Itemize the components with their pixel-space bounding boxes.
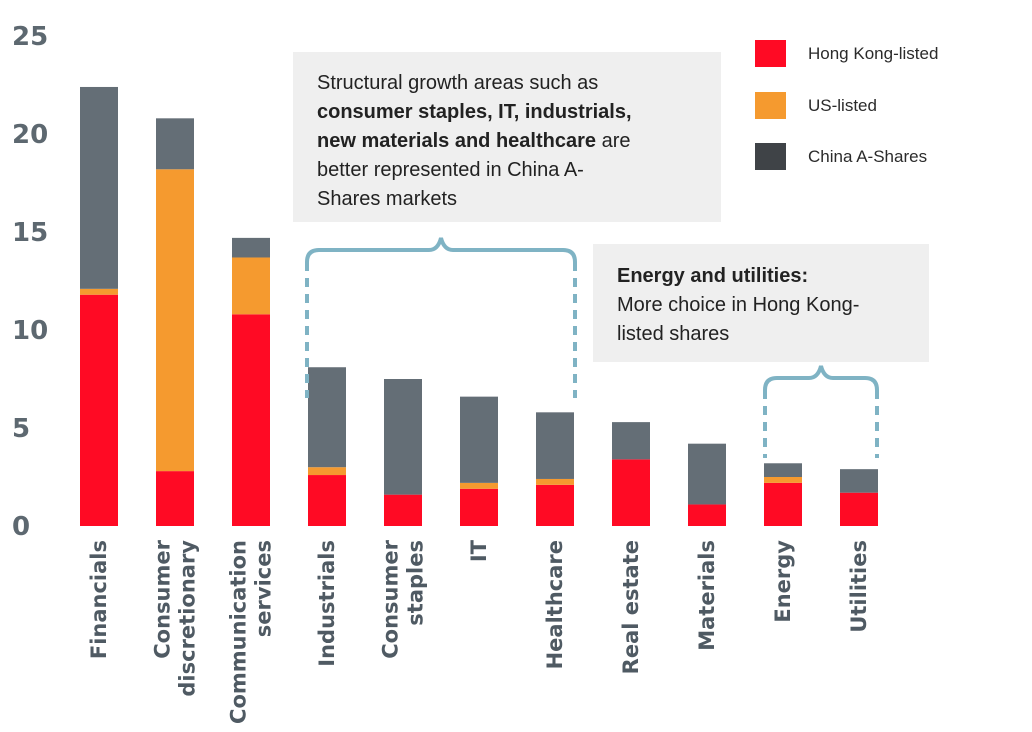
y-tick-label: 5 [12,414,30,444]
bar-segment [688,443,726,505]
bar-segment [688,504,726,526]
x-tick-label: Financials [87,540,111,659]
bar-segment [80,288,118,295]
bar-segment [232,314,270,526]
x-tick-label: staples [404,540,428,626]
x-tick-label: Healthcare [543,540,567,669]
callout-line: Structural growth areas such as [317,72,599,94]
callout-line: new materials and healthcare are [317,130,631,152]
x-axis: Financials Consumer discretionary Communica… [87,539,871,724]
callout-line: better represented in China A- [317,159,584,181]
bar-segment [536,412,574,479]
x-tick-label: Real estate [619,540,643,674]
x-tick-label: services [252,540,276,637]
brace-growth-areas [305,237,577,264]
bar-segment [308,467,346,476]
bar-segment [536,478,574,485]
x-tick-label: Materials [695,540,719,651]
bar-segment [384,494,422,526]
x-tick-label: IT [467,539,491,562]
bar-segment [612,422,650,460]
callout-line: listed shares [617,323,730,345]
bar-segment [612,459,650,526]
x-tick-label: Industrials [315,540,339,667]
legend: Hong Kong-listed US-listed China A-Shares [755,40,938,170]
bar-segment [308,367,346,468]
callout-line: consumer staples, IT, industrials, [317,101,632,123]
bar-segment [840,469,878,493]
callout-line: Energy and utilities: [617,265,809,287]
y-tick-label: 10 [12,316,48,346]
bar-segment [764,477,802,483]
bar-segment [460,396,498,483]
bar-segment [460,482,498,489]
bar-segment [308,475,346,526]
bar-segment [156,118,194,170]
braces [305,237,879,458]
bar-segment [764,482,802,526]
bar-segment [156,471,194,526]
legend-label: US-listed [808,96,877,115]
bar-segment [80,86,118,289]
bar-segment [156,169,194,472]
callout-growth-areas: Structural growth areas such as consumer … [293,52,721,222]
bar-segment [460,488,498,526]
bar-segment [232,257,270,315]
y-tick-label: 25 [12,22,48,52]
x-tick-label: Energy [771,540,795,623]
callout-energy-utilities: Energy and utilities: More choice in Hong… [593,244,929,362]
legend-swatch [755,40,786,67]
y-tick-label: 15 [12,218,48,248]
callout-line: Shares markets [317,188,458,210]
x-tick-label: Utilities [847,540,871,633]
legend-swatch [755,143,786,170]
callout-line: More choice in Hong Kong- [617,294,860,316]
legend-label: Hong Kong-listed [808,44,938,63]
y-tick-label: 20 [12,120,48,150]
x-tick-label: Consumer [379,539,403,658]
bar-segment [840,492,878,526]
bar-segment [384,379,422,495]
x-tick-label: discretionary [176,540,200,697]
y-axis: 0 5 10 15 20 25 [12,22,48,542]
x-tick-label: Communication [227,540,251,724]
bar-segment [764,463,802,477]
bars [80,86,878,526]
legend-swatch [755,92,786,119]
bar-segment [536,484,574,526]
legend-label: China A-Shares [808,147,927,166]
bar-segment [232,237,270,258]
bar-segment [80,294,118,526]
x-tick-label: Consumer [151,539,175,658]
brace-energy-utilities [763,365,879,392]
y-tick-label: 0 [12,512,30,542]
